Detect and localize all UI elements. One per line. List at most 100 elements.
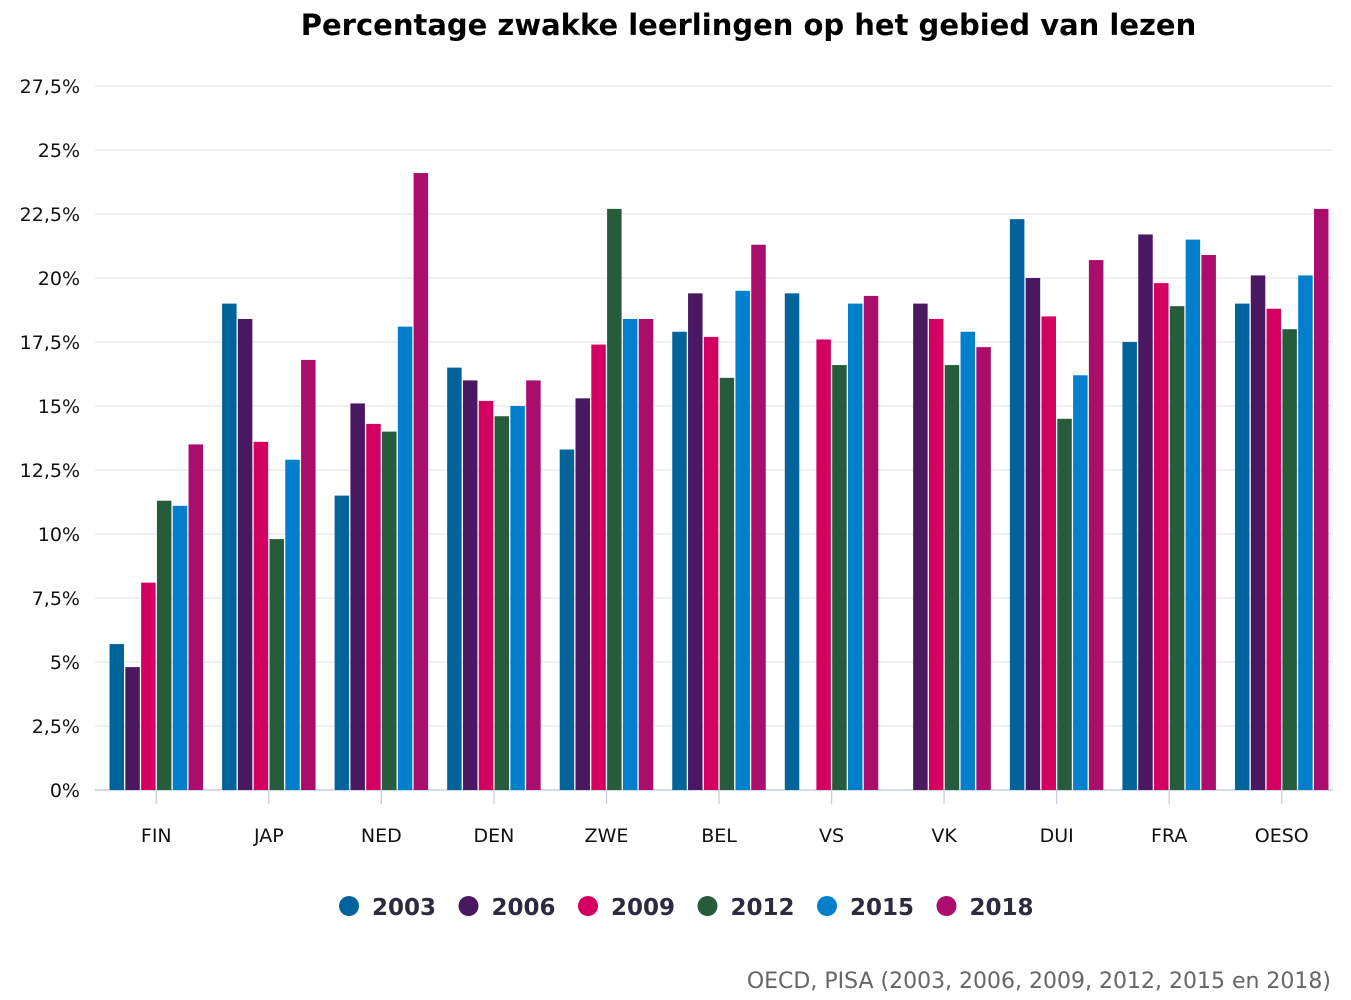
bar-zwe-2009[interactable] xyxy=(591,344,606,790)
bar-den-2006[interactable] xyxy=(462,380,478,790)
bars xyxy=(109,173,1329,791)
bar-fra-2018[interactable] xyxy=(1201,254,1216,790)
bar-bel-2018[interactable] xyxy=(751,244,766,791)
bar-vk-2006[interactable] xyxy=(913,303,928,790)
bar-oeso-2012[interactable] xyxy=(1282,329,1297,790)
y-tick-label: 0% xyxy=(50,780,80,802)
bar-bel-2006[interactable] xyxy=(688,293,703,790)
legend[interactable]: 2003 2006 2009 2012 2015 2018 xyxy=(339,895,1034,921)
bar-bel-2003[interactable] xyxy=(672,331,687,790)
bar-jap-2003[interactable] xyxy=(222,303,237,790)
y-tick-label: 2,5% xyxy=(32,716,80,738)
bar-zwe-2006[interactable] xyxy=(575,398,591,790)
bar-dui-2018[interactable] xyxy=(1088,260,1104,791)
legend-marker xyxy=(458,896,479,916)
legend-item-2009[interactable]: 2009 xyxy=(578,895,675,921)
bar-fin-2018[interactable] xyxy=(188,444,204,790)
legend-marker xyxy=(578,896,598,916)
bar-vs-2015[interactable] xyxy=(847,303,863,790)
y-tick-label: 22,5% xyxy=(20,204,80,226)
bar-vs-2003[interactable] xyxy=(784,293,800,790)
legend-label: 2006 xyxy=(492,895,556,921)
bar-fin-2012[interactable] xyxy=(156,500,172,790)
bar-zwe-2003[interactable] xyxy=(559,449,575,790)
bar-zwe-2015[interactable] xyxy=(622,318,638,790)
bar-fra-2006[interactable] xyxy=(1138,234,1153,791)
bar-zwe-2012[interactable] xyxy=(607,208,622,790)
source-note: OECD, PISA (2003, 2006, 2009, 2012, 2015… xyxy=(746,969,1331,994)
x-tick-label: JAP xyxy=(253,825,284,847)
bar-ned-2015[interactable] xyxy=(397,326,413,790)
bar-vk-2018[interactable] xyxy=(976,347,991,790)
bar-den-2003[interactable] xyxy=(447,367,462,790)
y-tick-label: 15% xyxy=(38,396,80,418)
bar-vk-2015[interactable] xyxy=(960,331,976,790)
bar-bel-2012[interactable] xyxy=(719,377,735,790)
bar-fin-2003[interactable] xyxy=(109,644,125,790)
bar-den-2009[interactable] xyxy=(478,400,494,790)
bar-oeso-2003[interactable] xyxy=(1234,303,1250,790)
legend-marker xyxy=(697,896,718,916)
bar-fin-2009[interactable] xyxy=(141,582,156,790)
bar-fin-2006[interactable] xyxy=(125,667,140,790)
y-tick-label: 25% xyxy=(38,140,80,162)
bar-dui-2009[interactable] xyxy=(1041,316,1056,790)
bar-den-2012[interactable] xyxy=(494,416,510,790)
x-tick-label: ZWE xyxy=(585,825,629,847)
bar-vk-2012[interactable] xyxy=(944,365,960,790)
bar-fra-2012[interactable] xyxy=(1169,306,1185,790)
bar-ned-2012[interactable] xyxy=(382,431,397,790)
bar-fra-2003[interactable] xyxy=(1122,342,1137,790)
x-tick-label: FIN xyxy=(141,825,172,847)
x-tick-label: NED xyxy=(361,825,402,847)
bar-ned-2003[interactable] xyxy=(334,495,350,790)
x-tick-label: DUI xyxy=(1040,825,1074,847)
bar-oeso-2015[interactable] xyxy=(1298,275,1313,790)
legend-label: 2009 xyxy=(611,895,675,921)
bar-vk-2009[interactable] xyxy=(928,318,944,790)
bar-ned-2009[interactable] xyxy=(366,423,381,790)
bar-fin-2015[interactable] xyxy=(172,505,188,790)
legend-item-2018[interactable]: 2018 xyxy=(936,895,1034,921)
y-tick-label: 10% xyxy=(38,524,80,546)
legend-item-2006[interactable]: 2006 xyxy=(458,895,556,921)
bar-bel-2009[interactable] xyxy=(703,336,719,790)
bar-jap-2015[interactable] xyxy=(285,459,300,790)
legend-item-2015[interactable]: 2015 xyxy=(817,895,914,921)
legend-marker xyxy=(339,896,359,916)
bar-dui-2012[interactable] xyxy=(1057,418,1072,790)
y-tick-label: 12,5% xyxy=(20,460,80,482)
x-tick-label: OESO xyxy=(1255,825,1309,847)
bar-jap-2012[interactable] xyxy=(269,539,284,790)
bar-vs-2009[interactable] xyxy=(816,339,831,790)
legend-label: 2015 xyxy=(850,895,914,921)
bar-oeso-2018[interactable] xyxy=(1313,208,1329,790)
bar-oeso-2006[interactable] xyxy=(1250,275,1266,790)
bar-den-2018[interactable] xyxy=(526,380,541,790)
legend-label: 2018 xyxy=(970,895,1034,921)
bar-jap-2006[interactable] xyxy=(237,318,253,790)
bar-jap-2009[interactable] xyxy=(253,441,269,790)
legend-item-2003[interactable]: 2003 xyxy=(339,895,436,921)
y-tick-label: 17,5% xyxy=(20,332,80,354)
bar-dui-2006[interactable] xyxy=(1025,278,1041,790)
bar-fra-2015[interactable] xyxy=(1185,239,1201,791)
bar-vs-2012[interactable] xyxy=(832,365,847,790)
bar-zwe-2018[interactable] xyxy=(638,318,654,790)
bar-bel-2015[interactable] xyxy=(735,290,750,790)
bar-jap-2018[interactable] xyxy=(301,359,316,790)
bar-oeso-2009[interactable] xyxy=(1266,308,1282,790)
bar-den-2015[interactable] xyxy=(510,406,525,790)
legend-item-2012[interactable]: 2012 xyxy=(697,895,795,921)
bar-dui-2003[interactable] xyxy=(1009,219,1025,790)
legend-label: 2012 xyxy=(731,895,795,921)
x-tick-label: FRA xyxy=(1151,825,1187,847)
bar-ned-2018[interactable] xyxy=(413,173,429,791)
bar-dui-2015[interactable] xyxy=(1073,375,1088,790)
bar-fra-2009[interactable] xyxy=(1154,283,1169,790)
bar-ned-2006[interactable] xyxy=(350,403,365,790)
y-tick-label: 27,5% xyxy=(20,76,80,98)
bar-vs-2018[interactable] xyxy=(863,295,879,790)
x-tick-label: VS xyxy=(819,825,844,847)
